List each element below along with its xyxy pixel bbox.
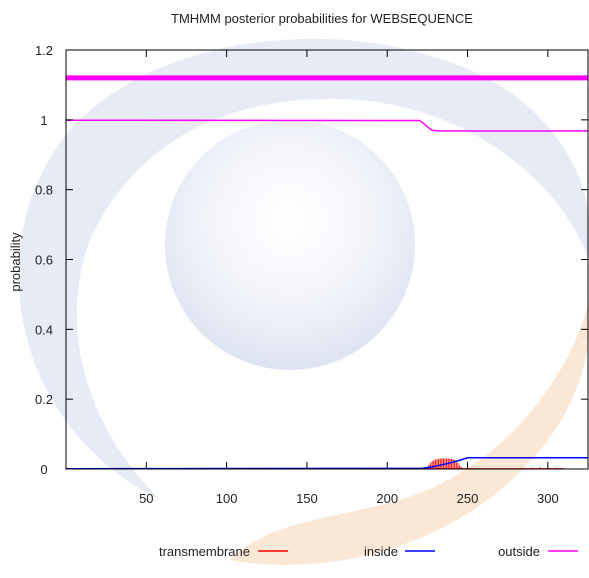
y-axis-label: probability bbox=[8, 232, 23, 292]
y-tick-label: 0.8 bbox=[35, 183, 53, 198]
axes-layer: 0 0.2 0.4 0.6 0.8 1 1.2 50 100 150 200 250 300 bbox=[35, 43, 588, 506]
x-tick-label: 300 bbox=[537, 491, 559, 506]
series-line-outside bbox=[65, 119, 588, 132]
x-tick-label: 250 bbox=[457, 491, 479, 506]
legend-label-inside: inside bbox=[364, 544, 398, 559]
watermark-orb bbox=[165, 120, 415, 370]
legend: transmembrane inside outside bbox=[159, 544, 578, 559]
y-tick-label: 0.4 bbox=[35, 322, 53, 337]
legend-label-outside: outside bbox=[498, 544, 540, 559]
x-tick-label: 100 bbox=[216, 491, 238, 506]
y-tick-label: 1.2 bbox=[35, 43, 53, 58]
watermark-logo bbox=[18, 38, 589, 565]
x-tick-label: 50 bbox=[139, 491, 153, 506]
series-line-inside bbox=[65, 457, 588, 470]
legend-label-transmembrane: transmembrane bbox=[159, 544, 250, 559]
watermark-orange-swoosh bbox=[230, 300, 589, 565]
x-tick-label: 150 bbox=[296, 491, 318, 506]
chart-title: TMHMM posterior probabilities for WEBSEQ… bbox=[171, 11, 473, 26]
y-tick-label: 1 bbox=[40, 113, 47, 128]
x-tick-label: 200 bbox=[376, 491, 398, 506]
y-tick-label: 0 bbox=[40, 462, 47, 477]
plot-layer bbox=[65, 75, 588, 470]
y-tick-label: 0.2 bbox=[35, 392, 53, 407]
y-tick-label: 0.6 bbox=[35, 253, 53, 268]
